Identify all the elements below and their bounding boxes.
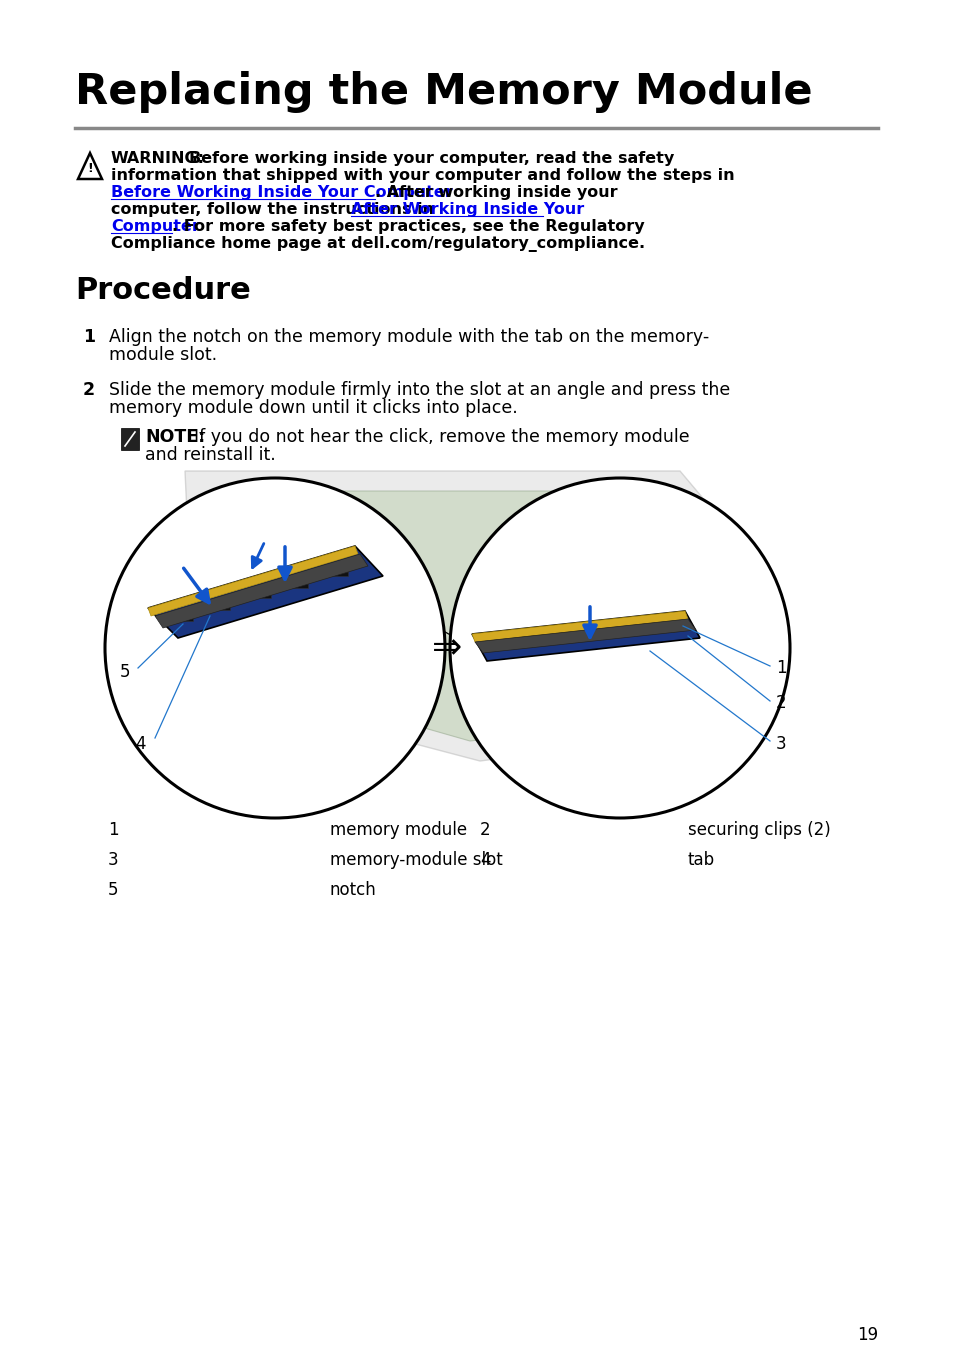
Text: and reinstall it.: and reinstall it. bbox=[145, 447, 275, 464]
Text: 3: 3 bbox=[108, 851, 118, 869]
Circle shape bbox=[282, 544, 377, 639]
FancyBboxPatch shape bbox=[212, 600, 230, 611]
FancyBboxPatch shape bbox=[595, 623, 613, 632]
Polygon shape bbox=[148, 546, 357, 616]
Polygon shape bbox=[472, 611, 700, 661]
FancyBboxPatch shape bbox=[121, 428, 139, 449]
Polygon shape bbox=[148, 546, 382, 638]
Text: 2: 2 bbox=[83, 381, 95, 399]
Text: Before Working Inside Your Computer: Before Working Inside Your Computer bbox=[111, 184, 453, 199]
Text: tab: tab bbox=[687, 851, 715, 869]
Text: If you do not hear the click, remove the memory module: If you do not hear the click, remove the… bbox=[193, 428, 689, 447]
Polygon shape bbox=[472, 611, 687, 642]
Circle shape bbox=[265, 526, 395, 656]
FancyBboxPatch shape bbox=[555, 628, 573, 638]
Text: memory-module slot: memory-module slot bbox=[330, 851, 502, 869]
Text: 4: 4 bbox=[135, 735, 146, 753]
FancyBboxPatch shape bbox=[515, 632, 533, 643]
FancyBboxPatch shape bbox=[330, 566, 348, 576]
Text: Align the notch on the memory module with the tab on the memory-: Align the notch on the memory module wit… bbox=[109, 328, 708, 346]
Text: Compliance home page at dell.com/regulatory_compliance.: Compliance home page at dell.com/regulat… bbox=[111, 236, 644, 251]
Text: memory module down until it clicks into place.: memory module down until it clicks into … bbox=[109, 399, 517, 417]
Text: computer, follow the instructions in: computer, follow the instructions in bbox=[111, 202, 439, 217]
Text: 1: 1 bbox=[83, 328, 95, 346]
Text: !: ! bbox=[87, 163, 92, 175]
Text: After Working Inside Your: After Working Inside Your bbox=[351, 202, 583, 217]
FancyBboxPatch shape bbox=[479, 638, 497, 647]
Text: 1: 1 bbox=[108, 821, 118, 839]
Text: Procedure: Procedure bbox=[75, 276, 251, 305]
Polygon shape bbox=[490, 616, 569, 667]
Polygon shape bbox=[185, 471, 760, 761]
FancyBboxPatch shape bbox=[253, 587, 271, 598]
Polygon shape bbox=[154, 555, 368, 628]
Text: NOTE:: NOTE: bbox=[145, 428, 205, 447]
Polygon shape bbox=[78, 153, 102, 179]
Text: information that shipped with your computer and follow the steps in: information that shipped with your compu… bbox=[111, 168, 734, 183]
Text: ⇒: ⇒ bbox=[432, 631, 461, 665]
FancyBboxPatch shape bbox=[290, 576, 308, 587]
Circle shape bbox=[450, 478, 789, 818]
Text: memory module: memory module bbox=[330, 821, 467, 839]
Text: Replacing the Memory Module: Replacing the Memory Module bbox=[75, 71, 812, 113]
Text: Slide the memory module firmly into the slot at an angle and press the: Slide the memory module firmly into the … bbox=[109, 381, 729, 399]
Text: securing clips (2): securing clips (2) bbox=[687, 821, 830, 839]
Text: WARNING:: WARNING: bbox=[111, 152, 205, 167]
Text: 1: 1 bbox=[775, 658, 786, 678]
FancyBboxPatch shape bbox=[635, 617, 652, 628]
Polygon shape bbox=[220, 490, 734, 740]
Text: 5: 5 bbox=[119, 663, 130, 682]
Circle shape bbox=[105, 478, 444, 818]
Text: Computer: Computer bbox=[111, 219, 200, 234]
Text: 19: 19 bbox=[856, 1326, 877, 1344]
Text: . For more safety best practices, see the Regulatory: . For more safety best practices, see th… bbox=[172, 219, 644, 234]
Text: 5: 5 bbox=[108, 881, 118, 899]
Text: 2: 2 bbox=[775, 694, 786, 712]
Polygon shape bbox=[475, 619, 696, 653]
FancyBboxPatch shape bbox=[174, 611, 193, 622]
Text: module slot.: module slot. bbox=[109, 346, 217, 363]
Text: 4: 4 bbox=[479, 851, 490, 869]
Text: notch: notch bbox=[330, 881, 376, 899]
Text: . After working inside your: . After working inside your bbox=[375, 184, 617, 199]
Text: Before working inside your computer, read the safety: Before working inside your computer, rea… bbox=[189, 152, 674, 167]
Text: 2: 2 bbox=[479, 821, 490, 839]
Text: 3: 3 bbox=[775, 735, 786, 753]
